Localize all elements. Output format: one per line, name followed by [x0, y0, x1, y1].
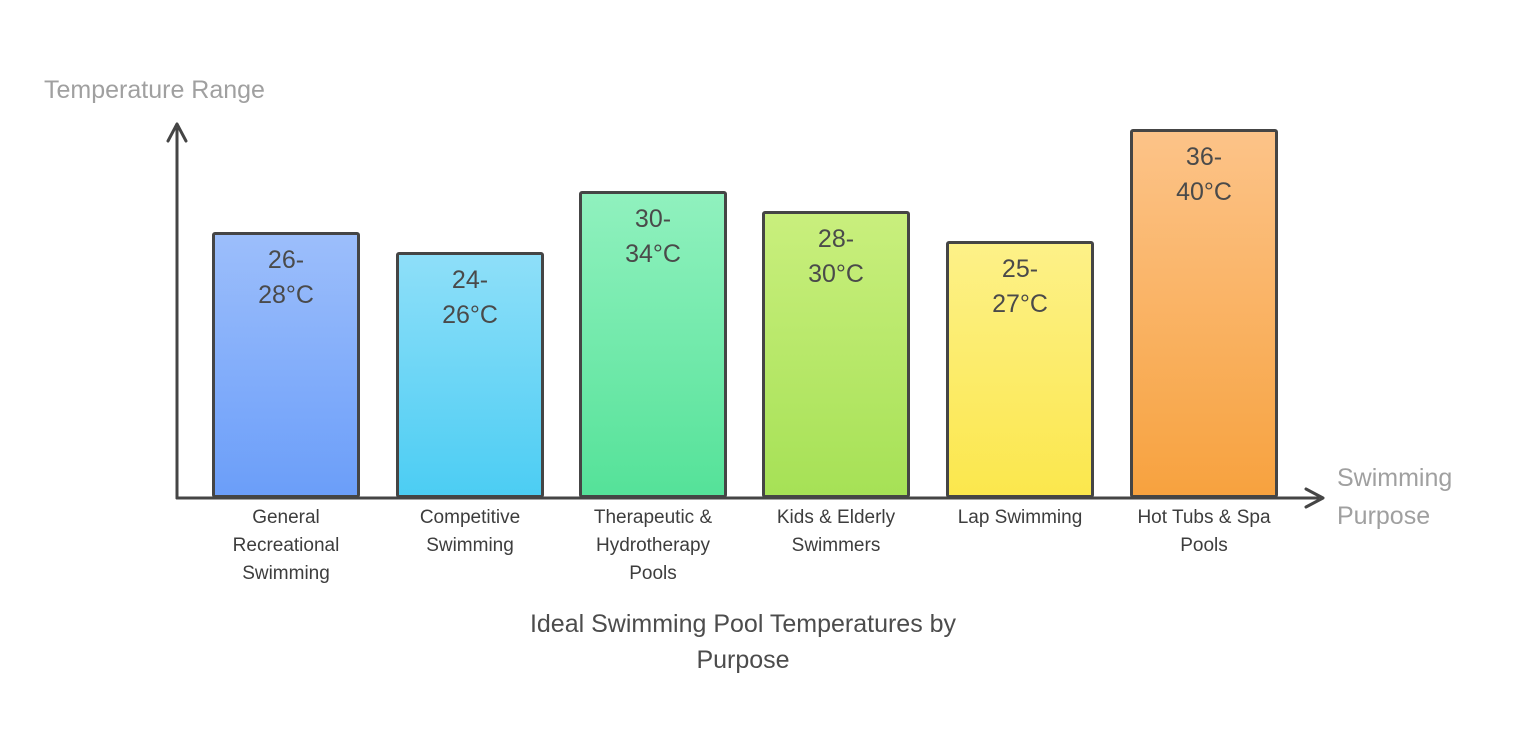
bar-competitive-swimming: 24- 26°C: [396, 252, 544, 498]
category-label-hot-tubs-spa-pools: Hot Tubs & Spa Pools: [1137, 507, 1271, 556]
bar-value-label: 36- 40°C: [1176, 143, 1232, 206]
category-label-kids-elderly-swimmers: Kids & Elderly Swimmers: [776, 507, 896, 556]
category-label-competitive-swimming: Competitive Swimming: [419, 507, 521, 556]
category-label-lap-swimming: Lap Swimming: [957, 507, 1083, 528]
bar-value-label: 25- 27°C: [992, 255, 1048, 318]
category-label-general-recreational-swimming: General Recreational Swimming: [232, 507, 340, 584]
bar-kids-elderly-swimmers: 28- 30°C: [762, 211, 910, 498]
category-label-therapeutic-hydrotherapy-pools: Therapeutic & Hydrotherapy Pools: [593, 507, 713, 584]
x-axis-label: Swimming Purpose: [1337, 464, 1453, 530]
chart-title: Ideal Swimming Pool Temperatures by Purp…: [529, 610, 957, 674]
y-axis-label: Temperature Range: [44, 76, 265, 104]
y-axis-arrowhead-icon: [166, 122, 188, 143]
bar-value-label: 26- 28°C: [258, 246, 314, 309]
bar-value-label: 28- 30°C: [808, 225, 864, 288]
bar-lap-swimming: 25- 27°C: [946, 241, 1094, 498]
bar-general-recreational-swimming: 26- 28°C: [212, 232, 360, 498]
bar-hot-tubs-spa-pools: 36- 40°C: [1130, 129, 1278, 498]
bar-value-label: 24- 26°C: [442, 266, 498, 329]
bar-therapeutic-hydrotherapy-pools: 30- 34°C: [579, 191, 727, 498]
bar-value-label: 30- 34°C: [625, 205, 681, 268]
